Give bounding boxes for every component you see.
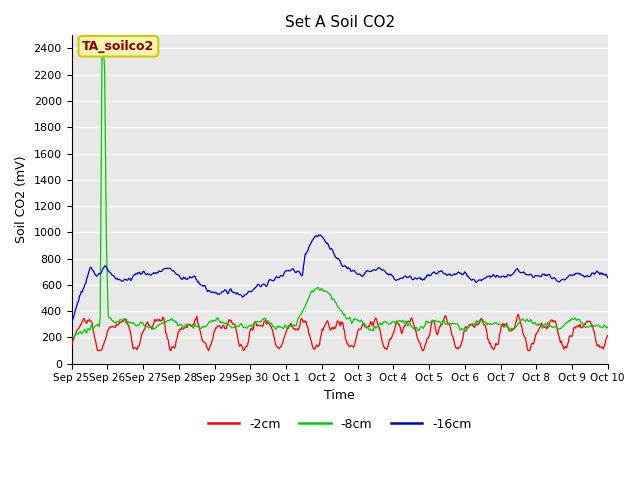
Y-axis label: Soil CO2 (mV): Soil CO2 (mV) <box>15 156 28 243</box>
X-axis label: Time: Time <box>324 389 355 402</box>
Legend: -2cm, -8cm, -16cm: -2cm, -8cm, -16cm <box>203 413 477 436</box>
Text: TA_soilco2: TA_soilco2 <box>83 40 154 53</box>
Title: Set A Soil CO2: Set A Soil CO2 <box>285 15 395 30</box>
